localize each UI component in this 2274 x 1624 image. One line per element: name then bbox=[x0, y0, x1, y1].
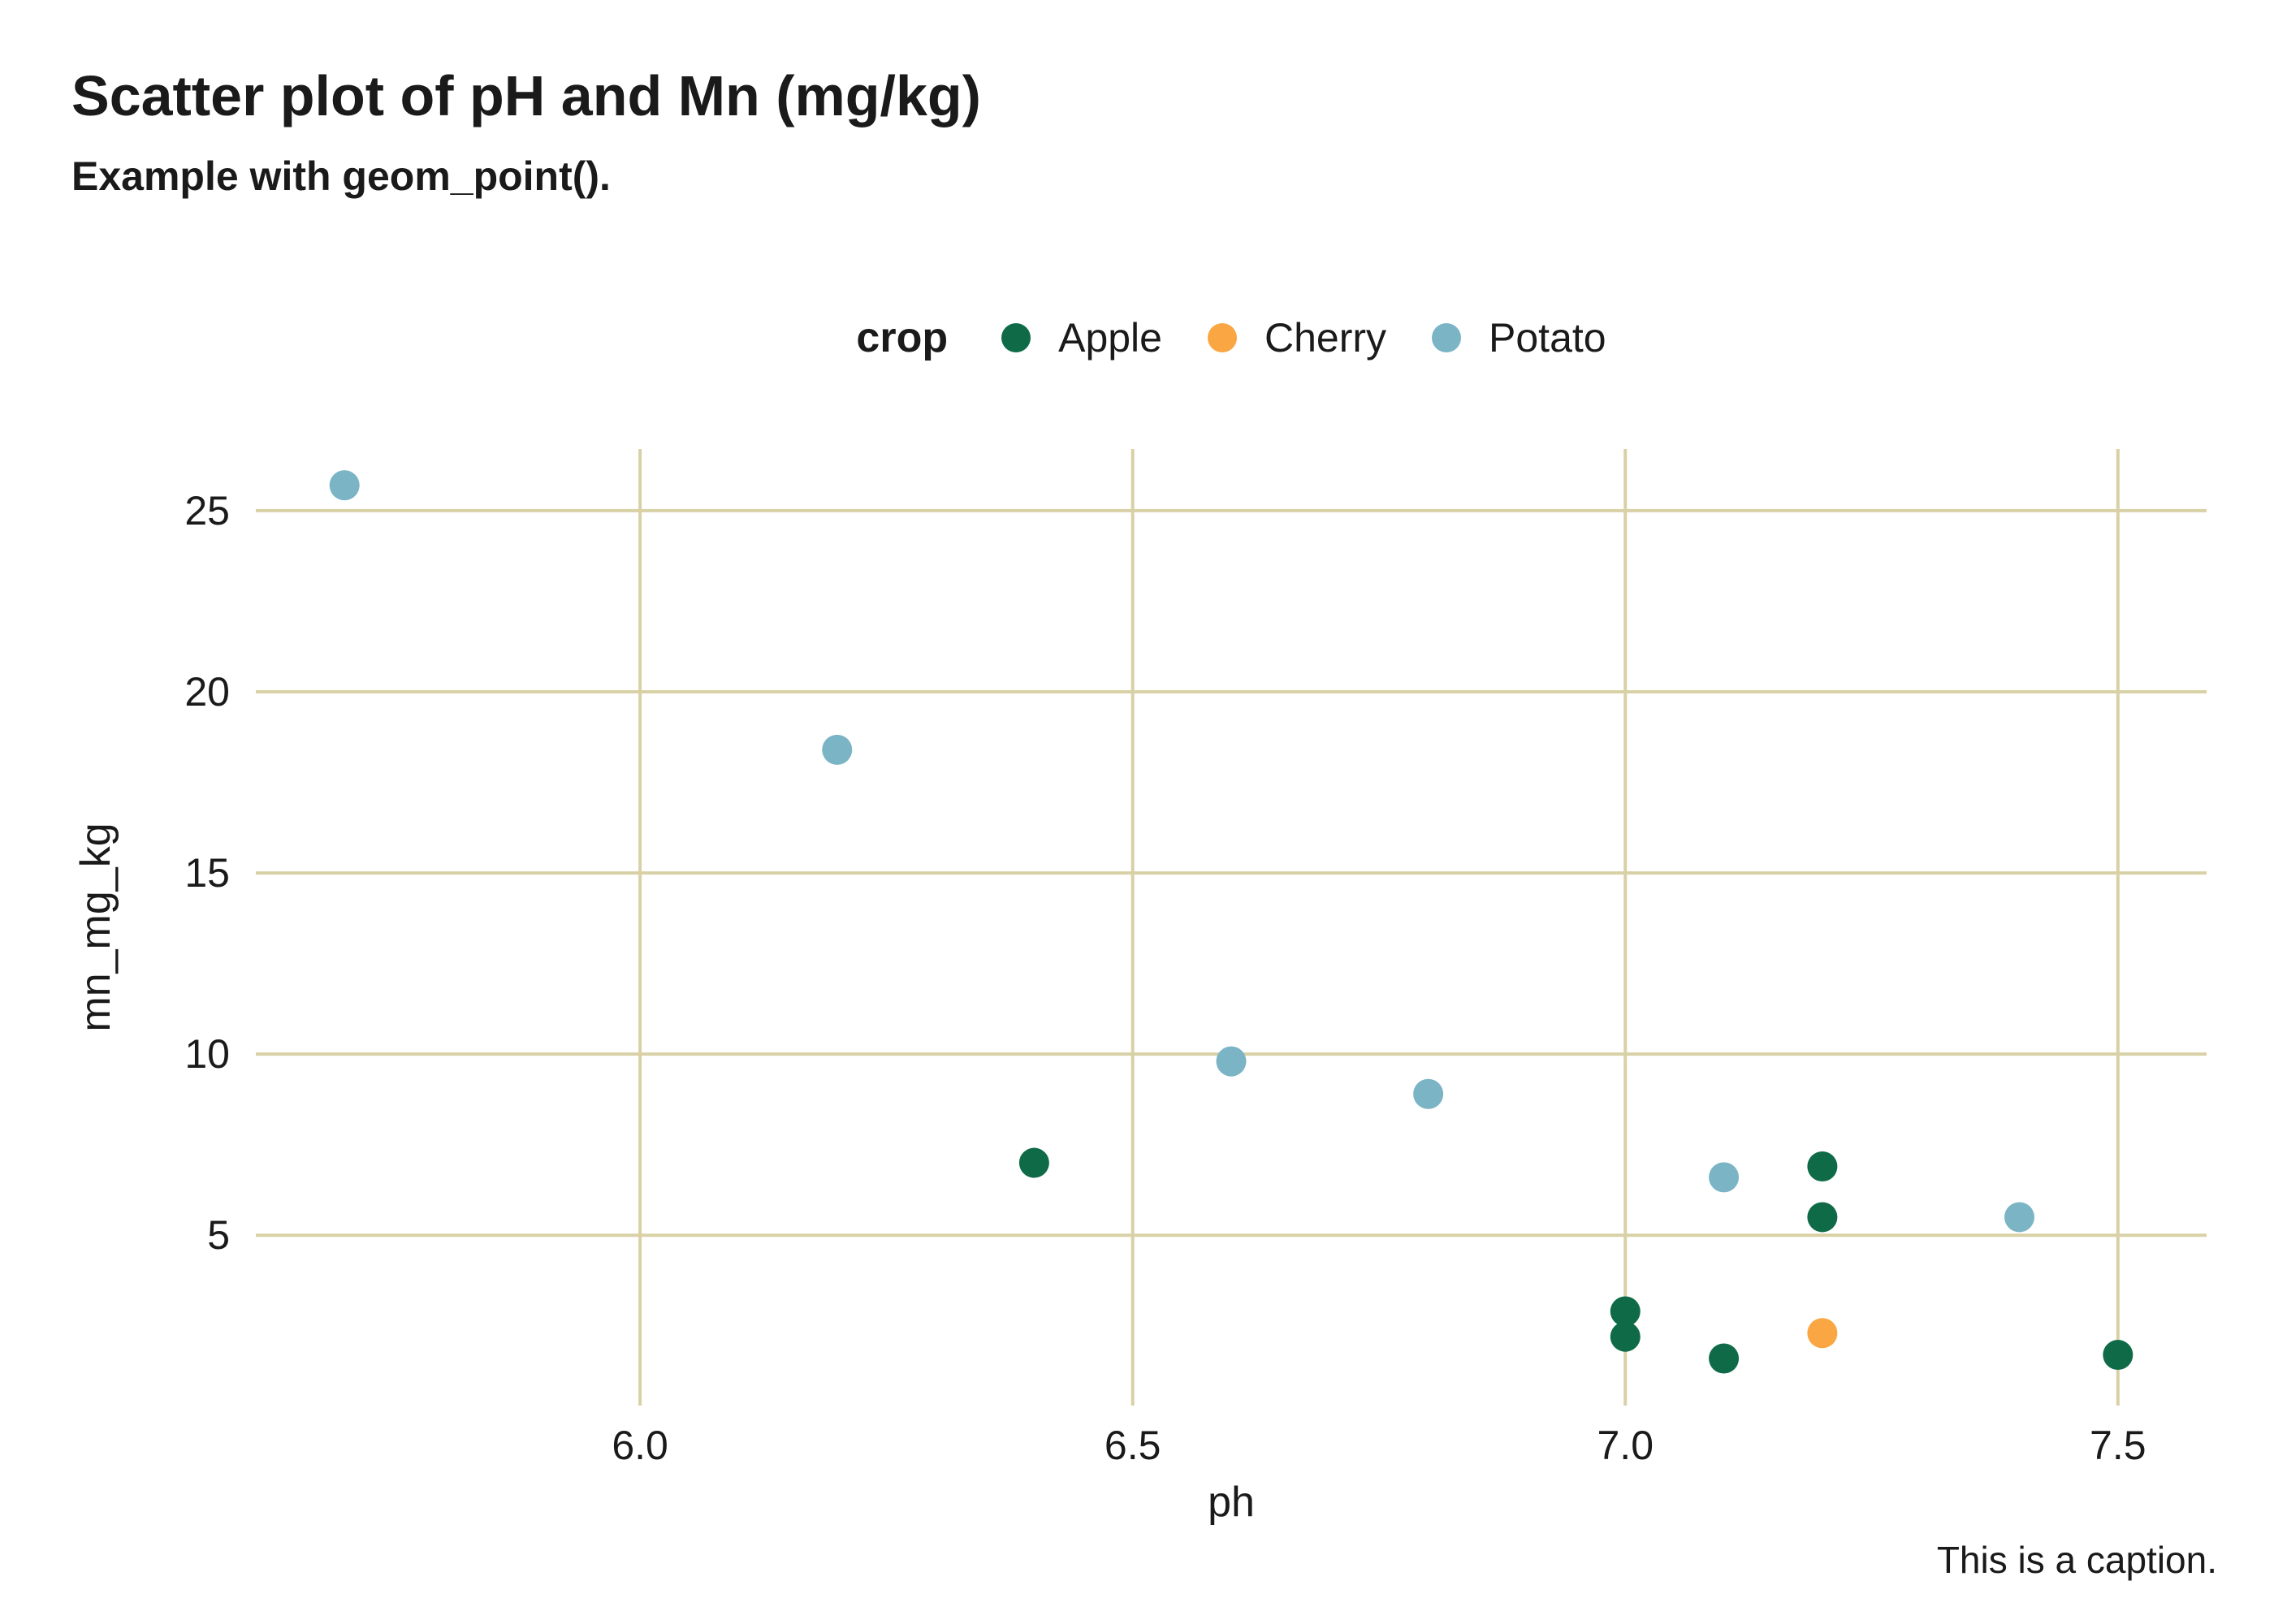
legend-title: crop bbox=[856, 314, 949, 361]
legend-item-potato: Potato bbox=[1432, 314, 1606, 361]
point-apple bbox=[1610, 1296, 1641, 1327]
chart-caption: This is a caption. bbox=[1936, 1539, 2217, 1581]
point-apple bbox=[1807, 1202, 1838, 1233]
point-potato bbox=[1413, 1078, 1444, 1109]
point-cherry bbox=[1807, 1318, 1838, 1349]
point-apple bbox=[1018, 1147, 1049, 1178]
y-tick-label: 10 bbox=[184, 1031, 230, 1078]
legend-label: Potato bbox=[1489, 315, 1606, 361]
point-potato bbox=[822, 734, 853, 765]
chart-title: Scatter plot of pH and Mn (mg/kg) bbox=[71, 64, 981, 127]
legend-item-cherry: Cherry bbox=[1207, 314, 1387, 361]
y-tick-label: 25 bbox=[184, 487, 230, 533]
legend-label: Cherry bbox=[1264, 315, 1387, 361]
y-tick-label: 15 bbox=[184, 850, 230, 896]
legend-item-apple: Apple bbox=[1001, 314, 1162, 361]
point-potato bbox=[1216, 1046, 1247, 1077]
point-potato bbox=[329, 470, 360, 501]
x-tick-label: 6.5 bbox=[1104, 1423, 1161, 1468]
point-apple bbox=[2103, 1340, 2133, 1371]
x-axis-title: ph bbox=[1208, 1479, 1255, 1526]
x-tick-label: 7.5 bbox=[2090, 1423, 2146, 1468]
x-tick-label: 6.0 bbox=[612, 1423, 668, 1468]
plot-panel bbox=[256, 449, 2207, 1406]
point-apple bbox=[1807, 1151, 1838, 1181]
legend: crop Apple Cherry Potato bbox=[256, 307, 2207, 369]
plot-canvas bbox=[256, 449, 2207, 1406]
point-apple bbox=[1709, 1343, 1740, 1374]
legend-label: Apple bbox=[1058, 315, 1162, 361]
legend-dot-potato bbox=[1432, 323, 1462, 352]
x-tick-label: 7.0 bbox=[1597, 1423, 1654, 1468]
y-tick-label: 20 bbox=[184, 668, 230, 715]
y-axis-title: mn_mg_kg bbox=[72, 823, 119, 1032]
point-potato bbox=[2004, 1202, 2035, 1233]
y-tick-label: 5 bbox=[207, 1212, 230, 1259]
point-apple bbox=[1610, 1321, 1641, 1352]
chart-subtitle: Example with geom_point(). bbox=[71, 153, 611, 199]
point-potato bbox=[1709, 1162, 1740, 1193]
legend-dot-apple bbox=[1001, 323, 1031, 352]
legend-dot-cherry bbox=[1207, 323, 1237, 352]
